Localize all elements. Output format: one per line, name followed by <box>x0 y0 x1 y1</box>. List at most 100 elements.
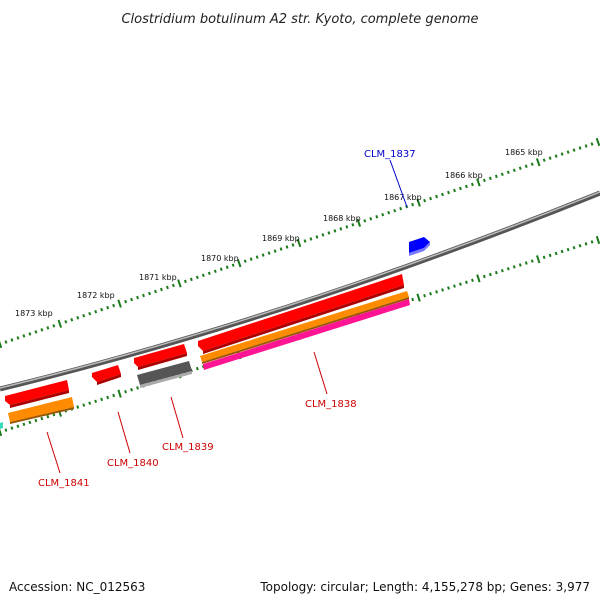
leader-clm-1837 <box>389 159 408 208</box>
ruler-minor-tick <box>279 247 283 251</box>
ruler-minor-tick <box>10 338 14 342</box>
gene-label-clm-1838[interactable]: CLM_1838 <box>305 399 357 410</box>
ruler-minor-tick <box>548 156 552 160</box>
tick-label-1868: 1868 kbp <box>323 214 361 223</box>
ruler-major-tick <box>236 259 242 268</box>
ruler-major-tick <box>0 340 3 349</box>
ruler-minor-tick <box>560 152 564 156</box>
ruler-minor-tick <box>488 176 492 181</box>
tick-label-1866: 1866 kbp <box>445 171 483 180</box>
gene-clm-1839-gray-track[interactable] <box>137 361 192 385</box>
tick-label-1869: 1869 kbp <box>262 234 300 243</box>
gene-clm-1841-orange-shadow <box>10 407 74 424</box>
ruler-minor-tick <box>453 188 456 193</box>
leader-clm-1838 <box>313 351 328 395</box>
ruler-major-tick <box>0 428 3 437</box>
gene-clm-1838-orange-shadow <box>202 297 409 364</box>
ruler-minor-tick <box>470 182 474 187</box>
gene-clm-1838-orange-track <box>200 291 409 362</box>
ruler-minor-tick <box>465 184 468 189</box>
ruler-minor-tick <box>333 229 337 233</box>
ruler-minor-tick <box>453 284 456 288</box>
ruler-minor-tick <box>28 420 32 425</box>
ruler-minor-tick <box>327 231 331 235</box>
ruler-minor-tick <box>369 217 373 221</box>
ruler-minor-tick <box>500 172 504 177</box>
ruler-major-tick <box>296 238 302 248</box>
gene-label-clm-1840[interactable]: CLM_1840 <box>107 458 159 469</box>
ruler-minor-tick <box>112 393 116 398</box>
ruler-minor-tick <box>154 289 157 294</box>
gene-label-clm-1839[interactable]: CLM_1839 <box>162 442 214 453</box>
ruler-minor-tick <box>524 164 528 168</box>
ruler-minor-tick <box>106 305 110 310</box>
ruler-minor-tick <box>94 309 98 314</box>
ruler-major-tick <box>416 198 421 207</box>
gene-label-clm-1837[interactable]: CLM_1837 <box>364 149 416 160</box>
ruler-minor-tick <box>285 245 289 249</box>
ruler-minor-tick <box>578 146 582 150</box>
ruler-minor-tick <box>471 278 474 283</box>
ruler-minor-tick <box>34 330 38 334</box>
gene-clm-1839-feature[interactable] <box>134 344 187 367</box>
ruler-minor-tick <box>309 237 313 241</box>
ruler-minor-tick <box>423 293 426 298</box>
ruler-minor-tick <box>542 255 546 260</box>
ruler-minor-tick <box>590 240 594 244</box>
ruler-minor-tick <box>548 253 552 258</box>
ruler-minor-tick <box>572 245 576 250</box>
ruler-major-tick <box>117 299 122 308</box>
ruler-minor-tick <box>423 198 427 203</box>
ruler-minor-tick <box>441 192 444 197</box>
gene-clm-1838-feature[interactable] <box>198 274 404 351</box>
ruler-minor-tick <box>225 265 229 269</box>
ruler-minor-tick <box>76 316 80 320</box>
ruler-minor-tick <box>255 255 259 259</box>
ruler-major-tick <box>595 235 600 245</box>
ruler-minor-tick <box>189 277 193 282</box>
ruler-major-tick <box>595 137 600 147</box>
tick-label-1867: 1867 kbp <box>384 193 422 202</box>
gene-clm-1838-pink-track <box>203 299 410 370</box>
ruler-minor-tick <box>82 313 86 318</box>
ruler-minor-tick <box>243 259 247 263</box>
ruler-minor-tick <box>530 259 534 263</box>
ruler-minor-tick <box>130 388 133 392</box>
ruler-major-tick <box>57 319 63 328</box>
ruler-minor-tick <box>46 414 50 419</box>
ruler-minor-tick <box>124 389 127 394</box>
gene-clm-1837-feature[interactable] <box>409 237 430 253</box>
ruler-minor-tick <box>345 225 349 229</box>
ruler-minor-tick <box>100 307 104 312</box>
ruler-minor-tick <box>291 243 295 247</box>
ruler-major-tick <box>356 218 362 227</box>
ruler-minor-tick <box>82 403 86 407</box>
ruler-minor-tick <box>201 273 205 278</box>
tick-label-1873: 1873 kbp <box>15 309 53 318</box>
ruler-minor-tick <box>303 239 307 243</box>
ruler-minor-tick <box>106 395 110 400</box>
ruler-minor-tick <box>506 267 510 271</box>
ruler-major-tick <box>476 178 481 187</box>
ruler-minor-tick <box>494 174 498 179</box>
ruler-minor-tick <box>530 162 534 166</box>
ruler-major-tick <box>476 274 481 283</box>
ruler-minor-tick <box>249 257 253 261</box>
gene-clm-1839-shadow <box>138 353 187 370</box>
genome-backbone-highlight <box>0 191 600 389</box>
ruler-minor-tick <box>4 428 8 432</box>
ruler-minor-tick <box>411 297 415 302</box>
ruler-minor-tick <box>512 265 516 269</box>
ruler-minor-tick <box>261 253 265 257</box>
tick-label-1870: 1870 kbp <box>201 254 239 263</box>
ruler-minor-tick <box>488 272 492 277</box>
ruler-minor-tick <box>88 311 92 316</box>
gene-clm-1841-feature[interactable] <box>5 380 69 405</box>
ruler-minor-tick <box>112 303 116 308</box>
ruler-minor-tick <box>506 170 510 175</box>
gene-clm-1840-feature[interactable] <box>92 365 121 382</box>
gene-label-clm-1841[interactable]: CLM_1841 <box>38 478 90 489</box>
ruler-minor-tick <box>207 271 211 276</box>
ruler-minor-tick <box>399 206 403 211</box>
